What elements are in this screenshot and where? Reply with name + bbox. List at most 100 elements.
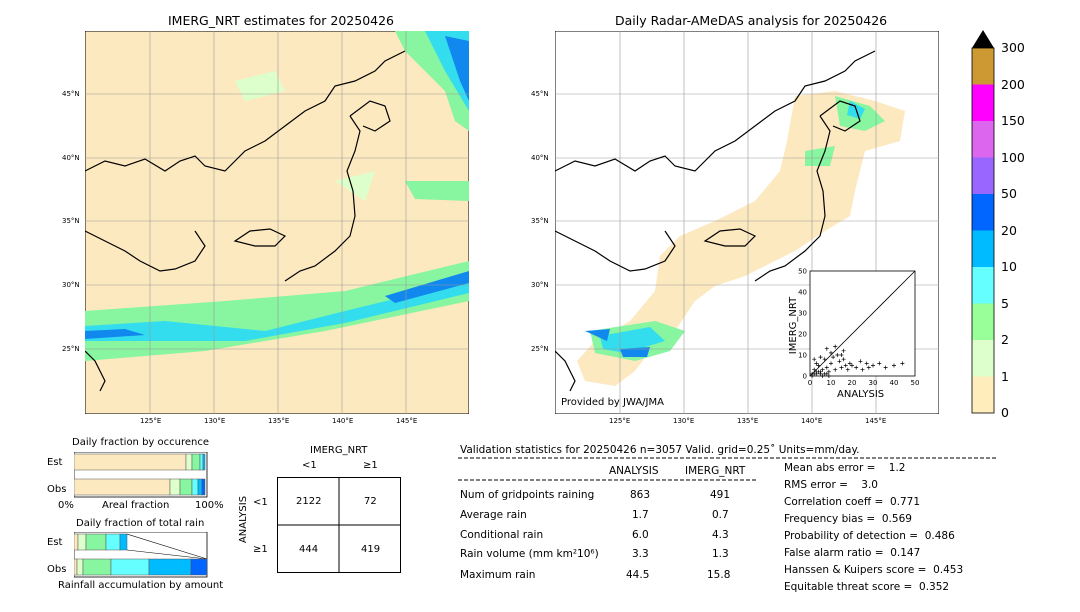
- validation-row-label: Num of gridpoints raining: [460, 489, 595, 501]
- scatter-point: [829, 361, 833, 366]
- contingency-col-lt: <1: [302, 460, 317, 471]
- right-map-grid: [555, 31, 939, 414]
- right-map-coastline: [555, 50, 876, 392]
- validation-row-imerg: 491: [710, 489, 731, 501]
- colorbar-tick-label: 50: [1001, 186, 1017, 201]
- right-lon-135: 135°E: [737, 417, 759, 425]
- validation-subdivider: [458, 479, 758, 481]
- right-lon-145: 145°E: [865, 417, 887, 425]
- left-lat-45: 45°N: [62, 90, 80, 98]
- score-frequency-bias: Frequency bias = 0.569: [784, 513, 912, 525]
- left-map: [85, 31, 469, 414]
- colorbar-swatch: [972, 303, 994, 340]
- score-rms-error: RMS error = 3.0: [784, 479, 878, 491]
- scatter-point: [820, 367, 825, 372]
- scatter-point: [839, 365, 844, 370]
- scatter-point: [837, 359, 842, 364]
- inset-ytick: 30: [798, 310, 807, 318]
- inset-ytick: 40: [798, 289, 807, 297]
- fraction-occ-xlabel-left: 0%: [58, 500, 74, 511]
- contingency-row-ge: ≥1: [253, 544, 268, 555]
- scatter-point: [822, 357, 827, 362]
- right-lat-25: 25°N: [531, 345, 549, 353]
- validation-row-label: Maximum rain: [460, 569, 536, 581]
- contingency-cell-br: 419: [361, 544, 381, 555]
- scatter-point: [835, 353, 840, 357]
- colorbar-swatch: [972, 48, 994, 85]
- validation-row-analysis: 6.0: [632, 529, 649, 541]
- scatter-point: [900, 361, 905, 366]
- right-lon-140: 140°E: [801, 417, 823, 425]
- scatter-point: [847, 361, 852, 366]
- fraction-rain-title: Daily fraction of total rain: [76, 518, 205, 529]
- scatter-point: [866, 365, 871, 370]
- scatter-point: [820, 374, 825, 378]
- scatter-point: [824, 371, 829, 376]
- contingency-cell-bl: 444: [299, 544, 319, 555]
- inset-xlabel: ANALYSIS: [837, 389, 885, 400]
- validation-row-label: Average rain: [460, 509, 527, 521]
- scatter-point: [833, 367, 838, 372]
- right-map-coverage: [577, 91, 905, 386]
- data-credit: Provided by JWA/JMA: [561, 397, 664, 408]
- right-lat-40: 40°N: [531, 154, 549, 162]
- right-lon-130: 130°E: [673, 417, 695, 425]
- left-lon-125: 125°E: [140, 417, 162, 425]
- colorbar-swatch: [972, 84, 994, 121]
- inset-xtick: 20: [848, 379, 857, 387]
- colorbar-tick-label: 100: [1001, 149, 1025, 165]
- validation-row-analysis: 44.5: [626, 569, 650, 581]
- contingency-cell-tl: 2122: [296, 496, 322, 507]
- contingency-col-ge: ≥1: [363, 460, 378, 471]
- left-map-title: IMERG_NRT estimates for 20250426: [168, 13, 395, 28]
- inset-xtick: 40: [890, 379, 899, 387]
- scatter-point: [814, 371, 819, 376]
- scatter-point: [812, 357, 817, 362]
- validation-row-analysis: 3.3: [632, 548, 649, 560]
- validation-row-imerg: 1.3: [712, 548, 729, 560]
- scatter-point: [858, 359, 863, 364]
- scatter-point: [814, 361, 819, 366]
- inset-ticks: 00 10 10 20 20 30 30 40 40 50 50: [798, 268, 919, 388]
- scatter-point: [824, 346, 829, 351]
- inset-ytick: 20: [798, 331, 807, 339]
- right-map: [555, 31, 939, 414]
- fraction-rain-bars: [74, 532, 208, 578]
- inset-xtick: 30: [869, 379, 878, 387]
- left-lon-130: 130°E: [204, 417, 226, 425]
- colorbar-swatch: [972, 267, 994, 304]
- scatter-point: [864, 361, 869, 366]
- colorbar-swatches: [972, 48, 994, 413]
- inset-scatter-plot: 00 10 10 20 20 30 30 40 40 50 50: [798, 268, 919, 388]
- inset-ytick: 0: [803, 373, 807, 381]
- left-lat-35: 35°N: [62, 217, 80, 225]
- score-hk: Hanssen & Kuipers score = 0.453: [784, 564, 964, 576]
- colorbar-tick-label: 2: [1001, 332, 1009, 347]
- validation-col-analysis: ANALYSIS: [609, 465, 659, 477]
- scatter-point: [877, 361, 882, 366]
- scatter-point: [892, 363, 896, 368]
- validation-row-analysis: 1.7: [632, 509, 649, 521]
- validation-divider: [458, 457, 996, 459]
- scatter-point: [831, 355, 836, 360]
- inset-ytick: 10: [798, 352, 807, 360]
- scatter-point: [812, 367, 817, 372]
- scatter-point: [871, 363, 875, 368]
- inset-diagonal: [809, 270, 916, 377]
- right-lat-35: 35°N: [531, 217, 549, 225]
- fraction-occ-xlabel-right: 100%: [195, 500, 224, 511]
- left-map-grid: [85, 31, 469, 414]
- colorbar-tick-label: 10: [1001, 259, 1017, 274]
- scatter-point: [850, 363, 854, 368]
- inset-xtick: 0: [808, 379, 812, 387]
- scatter-point: [843, 363, 848, 368]
- scatter-point: [816, 363, 821, 368]
- left-map-coastline: [85, 50, 406, 392]
- scatter-point: [860, 367, 865, 372]
- colorbar-extend-arrow: [972, 30, 994, 48]
- colorbar-swatch: [972, 194, 994, 231]
- contingency-row-axis: ANALYSIS: [238, 495, 250, 544]
- score-far: False alarm ratio = 0.147: [784, 547, 921, 559]
- scatter-point: [818, 355, 823, 360]
- right-map-title: Daily Radar-AMeDAS analysis for 20250426: [615, 13, 888, 28]
